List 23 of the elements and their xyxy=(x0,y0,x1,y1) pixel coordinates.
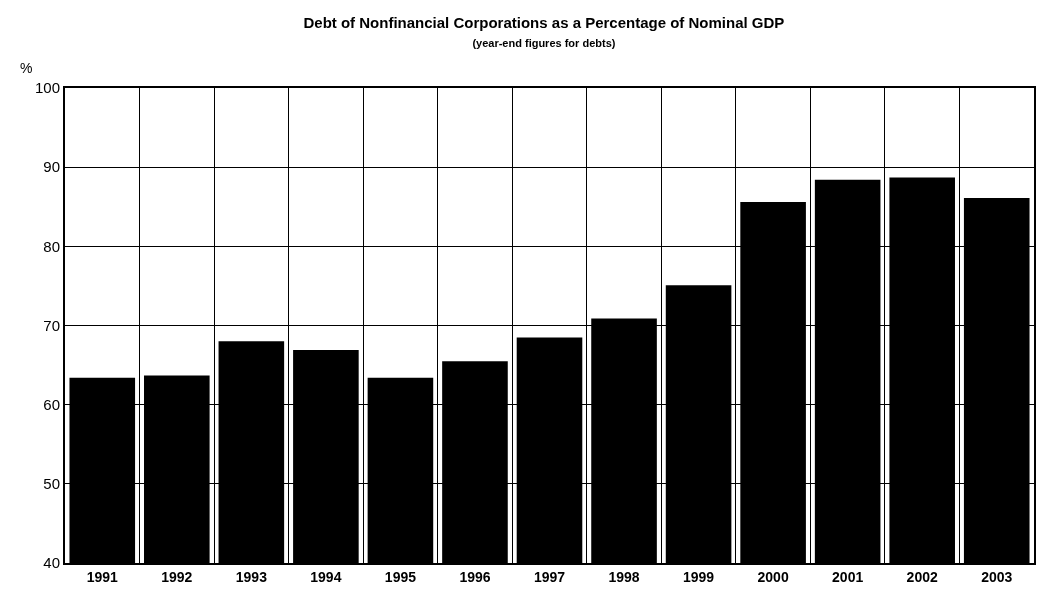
x-tick-label: 1997 xyxy=(533,568,566,585)
x-tick-label: 1996 xyxy=(459,568,491,585)
y-tick-label: 70 xyxy=(43,316,60,334)
x-tick-label: 1991 xyxy=(86,568,119,585)
y-tick-label: 90 xyxy=(43,158,60,176)
x-tick-label: 2002 xyxy=(906,568,938,585)
x-tick-label: 1993 xyxy=(235,568,268,585)
x-tick-label: 1998 xyxy=(608,568,640,585)
y-axis-title: % xyxy=(20,60,33,76)
y-tick-label: 50 xyxy=(43,475,60,493)
x-tick-label: 2001 xyxy=(832,568,864,585)
x-tick-label: 1994 xyxy=(310,568,342,585)
x-tick-label: 2003 xyxy=(981,568,1013,585)
x-tick-label: 1995 xyxy=(384,568,417,585)
y-tick-label: 60 xyxy=(43,395,60,413)
y-tick-label: 80 xyxy=(43,237,60,255)
chart-subtitle: (year-end figures for debts) xyxy=(472,37,616,50)
x-tick-label: 1992 xyxy=(161,568,193,585)
x-tick-label: 1999 xyxy=(683,568,715,585)
x-tick-label: 2000 xyxy=(757,568,789,585)
y-tick-label: 40 xyxy=(43,554,60,572)
chart-title: Debt of Nonfinancial Corporations as a Percentage of Nominal GDP xyxy=(303,13,785,31)
y-tick-label: 100 xyxy=(34,79,60,97)
